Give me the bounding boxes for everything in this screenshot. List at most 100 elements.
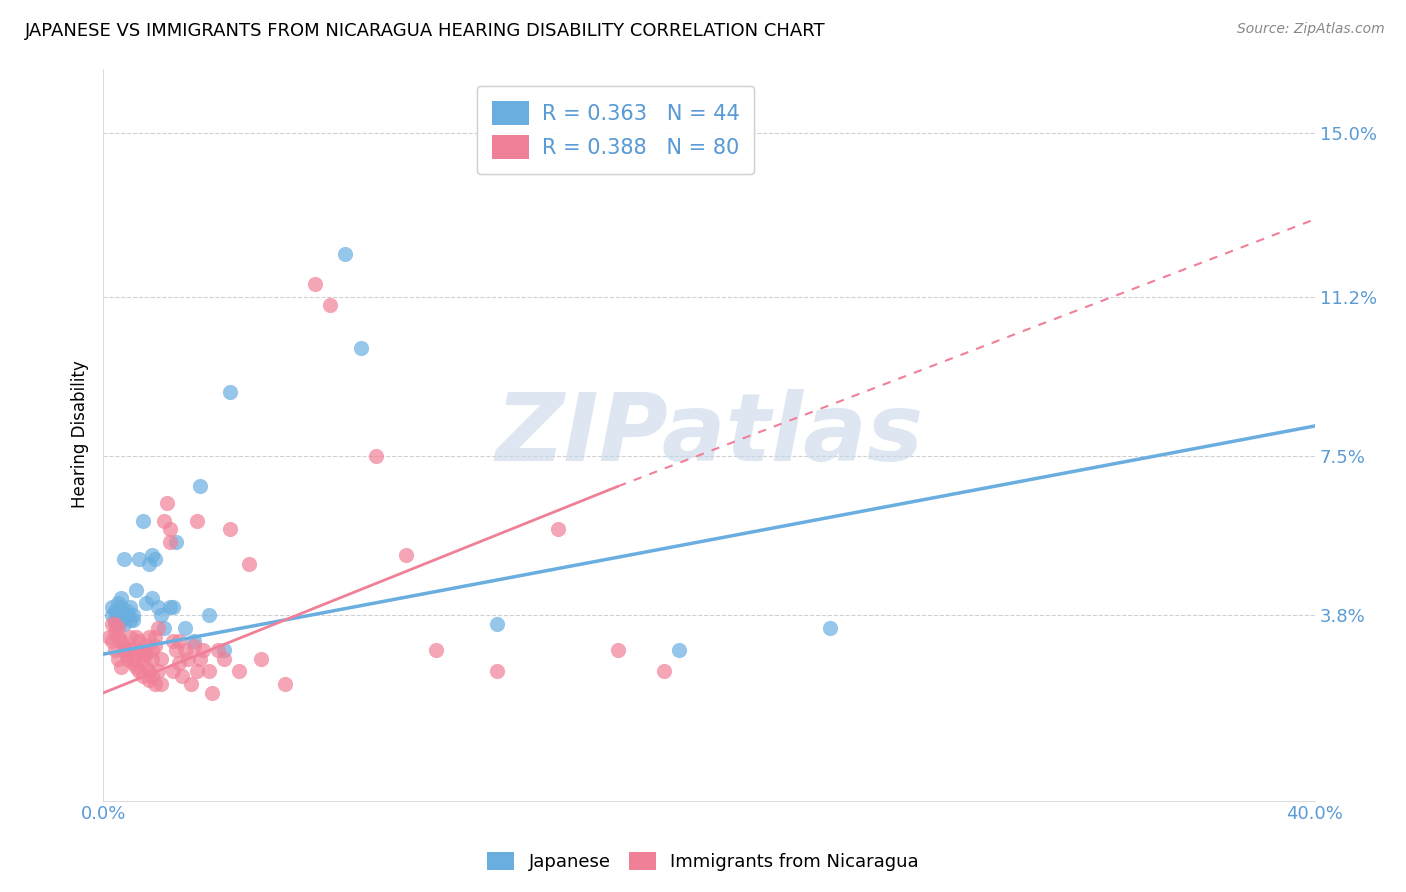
Point <box>141 548 163 562</box>
Point <box>652 665 675 679</box>
Point <box>668 643 690 657</box>
Text: ZIPatlas: ZIPatlas <box>495 389 924 481</box>
Point <box>107 651 129 665</box>
Point <box>125 660 148 674</box>
Point <box>122 651 145 665</box>
Point <box>167 634 190 648</box>
Point <box>174 643 197 657</box>
Point <box>165 535 187 549</box>
Point <box>110 660 132 674</box>
Point <box>120 643 142 657</box>
Point <box>180 677 202 691</box>
Point <box>131 669 153 683</box>
Point <box>112 608 135 623</box>
Point <box>110 599 132 614</box>
Point <box>141 651 163 665</box>
Point <box>131 514 153 528</box>
Point <box>122 608 145 623</box>
Point <box>122 656 145 670</box>
Point <box>350 342 373 356</box>
Point <box>159 599 181 614</box>
Point <box>138 665 160 679</box>
Point <box>249 651 271 665</box>
Point <box>364 449 387 463</box>
Point <box>104 643 127 657</box>
Point <box>198 665 221 679</box>
Point <box>117 604 139 618</box>
Point <box>238 557 260 571</box>
Point <box>191 643 214 657</box>
Point <box>135 639 157 653</box>
Point <box>146 665 169 679</box>
Point <box>120 613 142 627</box>
Point <box>214 643 236 657</box>
Point <box>167 656 190 670</box>
Point <box>120 599 142 614</box>
Point <box>135 660 157 674</box>
Point <box>198 608 221 623</box>
Point <box>117 647 139 661</box>
Point <box>117 651 139 665</box>
Point <box>304 277 326 291</box>
Point <box>101 617 124 632</box>
Point <box>186 665 208 679</box>
Point <box>104 625 127 640</box>
Point <box>101 599 124 614</box>
Point <box>101 634 124 648</box>
Point <box>110 591 132 606</box>
Point <box>112 617 135 632</box>
Point <box>110 634 132 648</box>
Point <box>219 522 242 536</box>
Point <box>188 651 211 665</box>
Point <box>104 604 127 618</box>
Point <box>110 613 132 627</box>
Point <box>112 643 135 657</box>
Point <box>131 647 153 661</box>
Point <box>104 617 127 632</box>
Point <box>120 630 142 644</box>
Point <box>143 677 166 691</box>
Point <box>141 643 163 657</box>
Legend: R = 0.363   N = 44, R = 0.388   N = 80: R = 0.363 N = 44, R = 0.388 N = 80 <box>477 87 754 174</box>
Point <box>107 630 129 644</box>
Point <box>112 552 135 566</box>
Point <box>107 595 129 609</box>
Point <box>101 608 124 623</box>
Point <box>146 599 169 614</box>
Point <box>135 595 157 609</box>
Point <box>143 552 166 566</box>
Point <box>177 651 200 665</box>
Point <box>425 643 447 657</box>
Point <box>152 621 174 635</box>
Point <box>162 599 184 614</box>
Point <box>186 514 208 528</box>
Point <box>274 677 297 691</box>
Point <box>162 634 184 648</box>
Point <box>170 669 193 683</box>
Point <box>188 479 211 493</box>
Point <box>335 246 357 260</box>
Point <box>485 617 508 632</box>
Point <box>165 643 187 657</box>
Point <box>395 548 418 562</box>
Point <box>138 557 160 571</box>
Point <box>117 608 139 623</box>
Point <box>159 522 181 536</box>
Point <box>174 621 197 635</box>
Point <box>128 552 150 566</box>
Point <box>485 665 508 679</box>
Point <box>107 621 129 635</box>
Legend: Japanese, Immigrants from Nicaragua: Japanese, Immigrants from Nicaragua <box>479 845 927 879</box>
Point <box>131 651 153 665</box>
Point <box>138 673 160 687</box>
Point <box>128 643 150 657</box>
Point <box>159 535 181 549</box>
Point <box>146 621 169 635</box>
Point <box>183 634 205 648</box>
Point <box>143 630 166 644</box>
Point <box>107 617 129 632</box>
Point <box>125 582 148 597</box>
Point <box>149 677 172 691</box>
Point <box>319 298 342 312</box>
Point <box>122 643 145 657</box>
